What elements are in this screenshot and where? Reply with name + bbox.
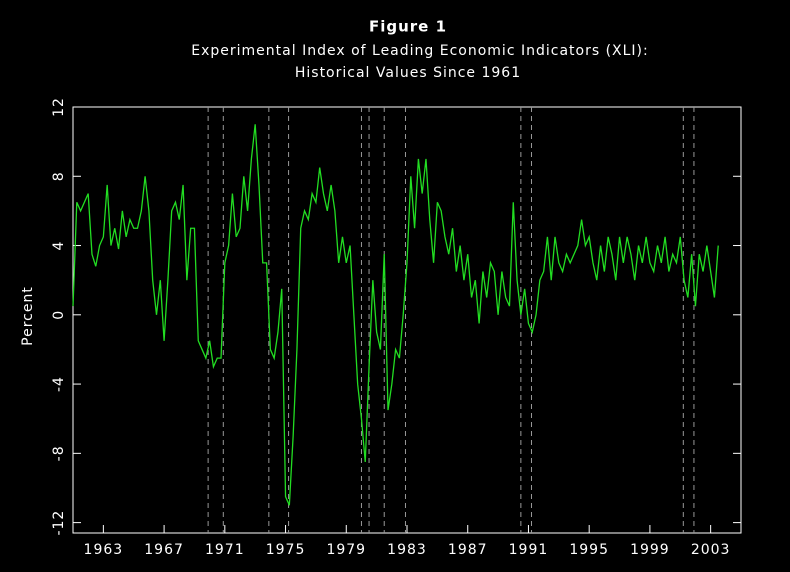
y-axis-label: Percent (20, 286, 36, 346)
x-tick-label: 1991 (509, 542, 549, 558)
plot-frame (72, 106, 742, 534)
data-line (72, 124, 719, 506)
x-tick-label: 1999 (630, 542, 670, 558)
x-tick-label: 1971 (205, 542, 245, 558)
x-tick-label: 1995 (569, 542, 609, 558)
x-tick-label: 1979 (326, 542, 366, 558)
y-tick-label: 4 (51, 241, 67, 251)
x-tick-label: 1967 (144, 542, 184, 558)
y-tick-label: -4 (51, 376, 67, 392)
y-tick-label: 8 (51, 171, 67, 181)
x-tick-label: 1987 (448, 542, 488, 558)
x-tick-label: 1963 (84, 542, 124, 558)
y-tick-label: 12 (51, 97, 67, 117)
y-tick-label: 0 (51, 310, 67, 320)
y-tick-label: -12 (51, 510, 67, 536)
x-tick-label: 2003 (691, 542, 731, 558)
chart-subtitle: Experimental Index of Leading Economic I… (191, 43, 648, 59)
chart-subtitle: Historical Values Since 1961 (295, 65, 521, 81)
chart-title: Figure 1 (369, 18, 447, 36)
y-tick-label: -8 (51, 445, 67, 461)
x-tick-label: 1983 (387, 542, 427, 558)
x-tick-label: 1975 (266, 542, 306, 558)
